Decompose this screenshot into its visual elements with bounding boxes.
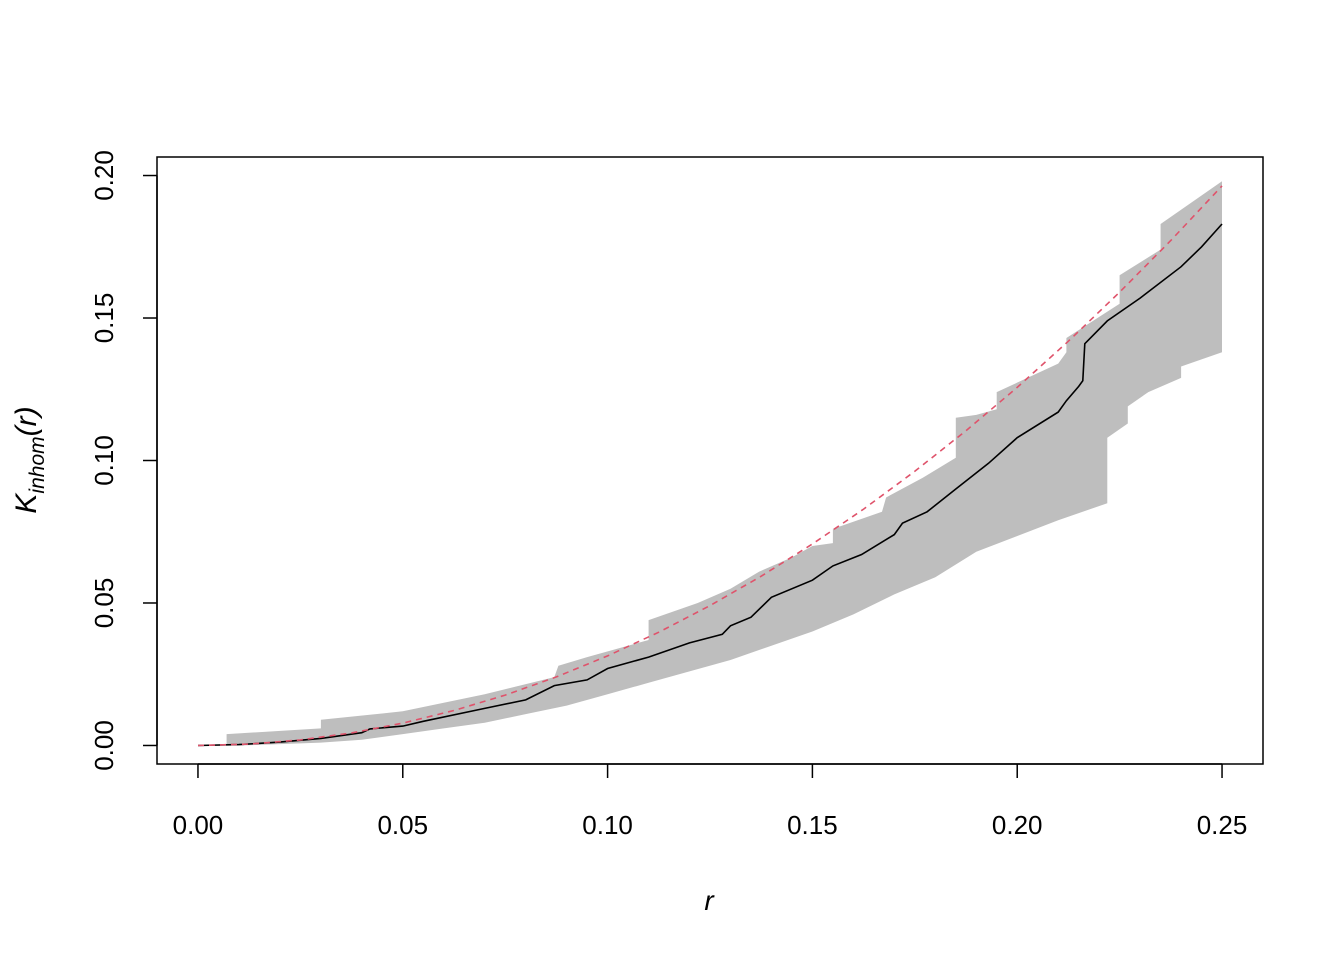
y-tick-label: 0.20: [89, 150, 119, 201]
y-axis-label-sub: inhom: [26, 436, 49, 493]
y-tick-label: 0.05: [89, 578, 119, 629]
y-tick-label: 0.00: [89, 720, 119, 771]
y-axis-label: Kinhom(r): [10, 406, 49, 513]
series-layer: [197, 185, 1223, 747]
series-line-1: [197, 223, 1223, 747]
x-tick-label: 0.10: [582, 810, 633, 840]
y-axis-label-main: K: [10, 492, 43, 514]
x-tick-label: 0.05: [377, 810, 428, 840]
y-tick-label: 0.15: [89, 293, 119, 344]
x-axis-label: r: [704, 885, 715, 916]
envelope-layer: [198, 181, 1222, 746]
envelope-band: [198, 181, 1222, 746]
x-tick-label: 0.00: [173, 810, 224, 840]
series-line-2: [197, 185, 1223, 747]
y-axis: 0.00 0.05 0.10 0.15 0.20: [89, 150, 158, 771]
y-tick-label: 0.10: [89, 435, 119, 486]
x-tick-label: 0.15: [787, 810, 838, 840]
x-tick-label: 0.25: [1197, 810, 1248, 840]
y-axis-label-arg: (r): [10, 406, 43, 436]
x-tick-label: 0.20: [992, 810, 1043, 840]
x-axis: 0.00 0.05 0.10 0.15 0.20 0.25: [173, 763, 1248, 840]
